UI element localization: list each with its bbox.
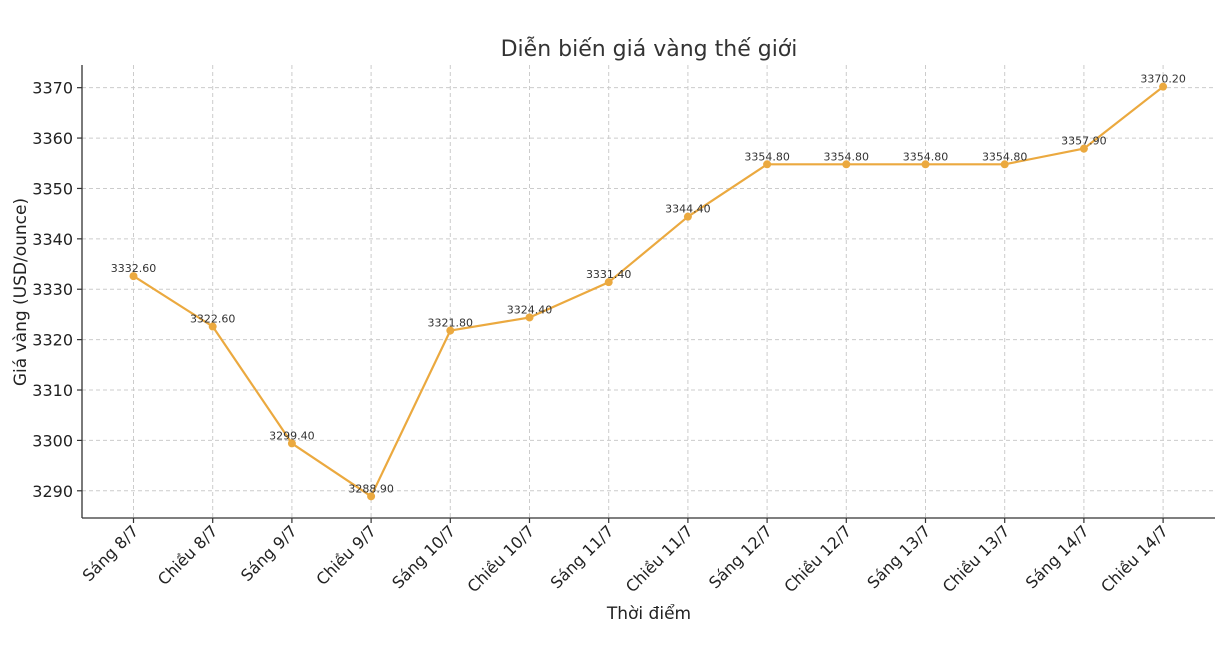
data-label: 3370.20: [1140, 73, 1186, 86]
data-point: [525, 313, 534, 322]
data-point: [287, 439, 296, 448]
x-tick-label: Chiều 13/7: [939, 521, 1014, 596]
data-point: [129, 272, 138, 281]
x-tick-label: Sáng 14/7: [1022, 521, 1093, 592]
data-point: [208, 322, 217, 331]
x-axis-title: Thời điểm: [606, 603, 691, 624]
data-label: 3324.40: [507, 303, 553, 316]
y-tick-label: 3290: [32, 482, 73, 501]
series-line: [132, 85, 1164, 498]
data-label: 3354.80: [982, 150, 1028, 163]
chart-title: Diễn biến giá vàng thế giới: [501, 36, 798, 62]
series-layer: 3332.60 3322.60 3299.40 3288.90 3321.80 3324.…: [111, 73, 1186, 501]
x-tick-label: Chiều 14/7: [1097, 521, 1172, 596]
y-axis-title: Giá vàng (USD/ounce): [11, 198, 31, 386]
data-point: [763, 160, 772, 169]
x-tick-label: Sáng 12/7: [705, 521, 776, 592]
data-label: 3354.80: [903, 150, 949, 163]
x-tick-label: Sáng 13/7: [863, 521, 934, 592]
x-tick-label: Sáng 11/7: [547, 521, 618, 592]
data-point: [1159, 82, 1168, 91]
data-label: 3332.60: [111, 262, 157, 275]
data-point: [683, 212, 692, 221]
x-tick-label: Chiều 12/7: [780, 521, 855, 596]
y-tick-label: 3370: [32, 79, 73, 98]
data-label: 3288.90: [348, 482, 394, 495]
y-tick-label: 3360: [32, 129, 73, 148]
x-tick-label: Chiều 8/7: [154, 521, 222, 589]
grid-layer: [82, 65, 1215, 518]
data-label: 3299.40: [269, 429, 315, 442]
data-label: 3331.40: [586, 268, 632, 281]
data-label: 3344.40: [665, 203, 711, 216]
x-tick-label: Chiều 11/7: [622, 521, 697, 596]
data-label: 3354.80: [824, 150, 870, 163]
data-point: [604, 278, 613, 287]
data-point: [1079, 144, 1088, 153]
x-tick-label: Sáng 9/7: [237, 521, 301, 585]
data-point: [1000, 160, 1009, 169]
y-tick-label: 3300: [32, 431, 73, 450]
x-tick-label: Chiều 10/7: [464, 521, 539, 596]
data-point: [921, 160, 930, 169]
x-tick-label: Sáng 8/7: [79, 521, 143, 585]
y-tick-label: 3330: [32, 280, 73, 299]
data-label: 3357.90: [1061, 135, 1107, 148]
y-tick-label: 3320: [32, 331, 73, 350]
x-tick-label: Chiều 9/7: [312, 521, 380, 589]
data-point: [842, 160, 851, 169]
data-point: [367, 492, 376, 501]
y-tick-label: 3340: [32, 230, 73, 249]
data-label: 3322.60: [190, 313, 236, 326]
data-point: [446, 326, 455, 335]
x-tick-label: Sáng 10/7: [388, 521, 459, 592]
y-tick-label: 3310: [32, 381, 73, 400]
y-tick-label: 3350: [32, 179, 73, 198]
data-label: 3321.80: [428, 317, 474, 330]
data-label: 3354.80: [744, 150, 790, 163]
